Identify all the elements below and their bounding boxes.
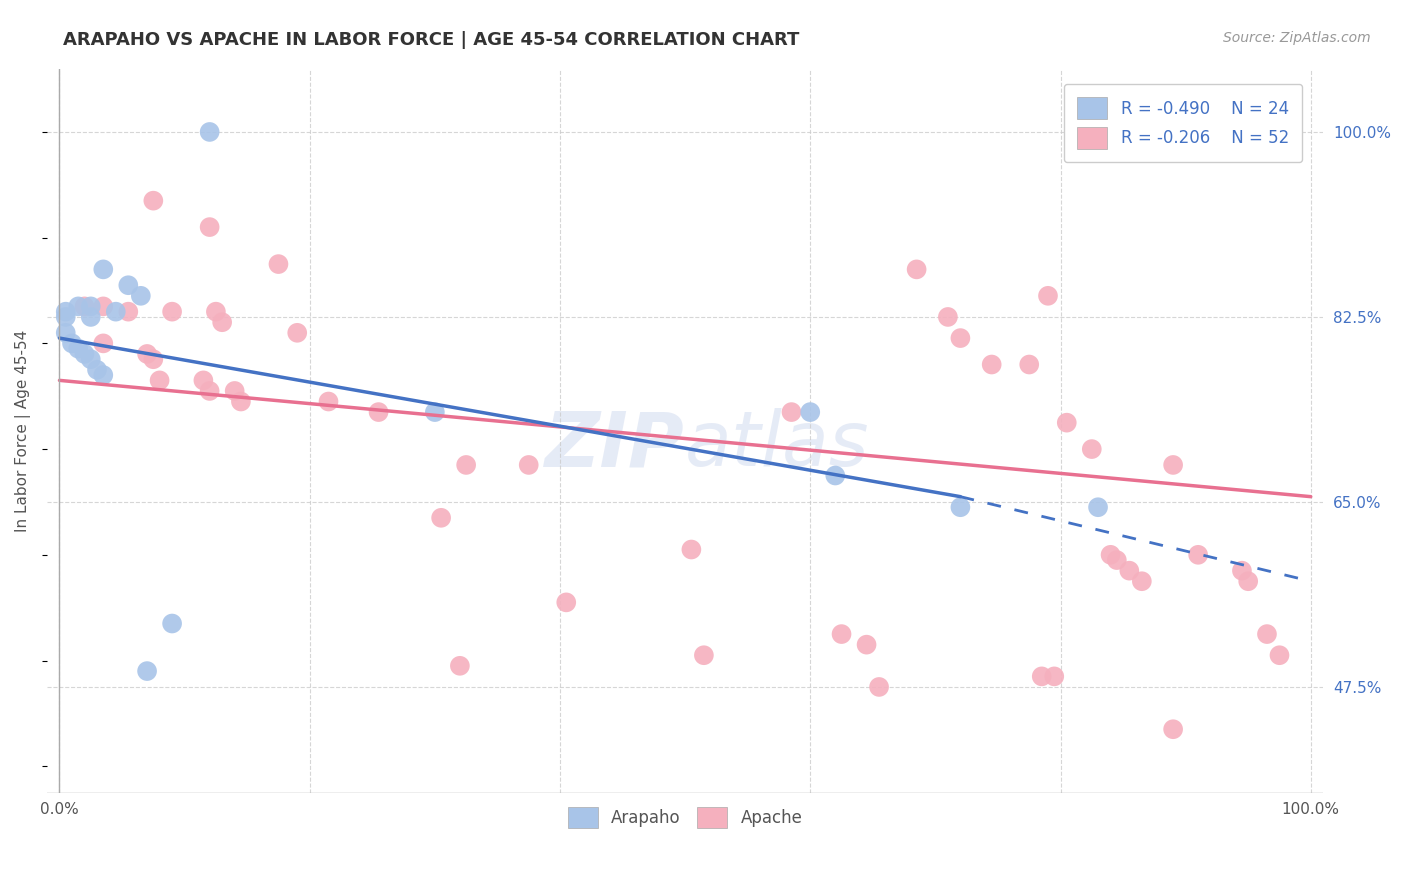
- Point: [517, 458, 540, 472]
- Point: [86, 363, 108, 377]
- Point: [129, 289, 152, 303]
- Point: [799, 405, 821, 419]
- Point: [267, 257, 290, 271]
- Point: [224, 384, 246, 398]
- Point: [1230, 564, 1253, 578]
- Point: [681, 542, 703, 557]
- Point: [1099, 548, 1122, 562]
- Point: [149, 373, 172, 387]
- Point: [91, 299, 114, 313]
- Point: [780, 405, 803, 419]
- Point: [55, 304, 77, 318]
- Text: ARAPAHO VS APACHE IN LABOR FORCE | AGE 45-54 CORRELATION CHART: ARAPAHO VS APACHE IN LABOR FORCE | AGE 4…: [63, 31, 800, 49]
- Point: [198, 125, 221, 139]
- Point: [1237, 574, 1260, 589]
- Point: [1036, 289, 1059, 303]
- Point: [1268, 648, 1291, 663]
- Point: [949, 331, 972, 345]
- Legend: Arapaho, Apache: Arapaho, Apache: [561, 800, 810, 835]
- Point: [55, 310, 77, 324]
- Point: [824, 468, 846, 483]
- Point: [1031, 669, 1053, 683]
- Point: [117, 278, 139, 293]
- Point: [60, 336, 83, 351]
- Y-axis label: In Labor Force | Age 45-54: In Labor Force | Age 45-54: [15, 329, 31, 532]
- Point: [67, 342, 90, 356]
- Point: [91, 262, 114, 277]
- Point: [449, 658, 471, 673]
- Point: [205, 304, 228, 318]
- Point: [67, 299, 90, 313]
- Text: ZIP: ZIP: [546, 408, 685, 482]
- Point: [198, 384, 221, 398]
- Point: [160, 616, 183, 631]
- Point: [555, 595, 578, 609]
- Point: [868, 680, 890, 694]
- Point: [1118, 564, 1140, 578]
- Point: [198, 220, 221, 235]
- Point: [136, 347, 159, 361]
- Point: [1256, 627, 1278, 641]
- Point: [285, 326, 308, 340]
- Point: [55, 326, 77, 340]
- Point: [1161, 723, 1184, 737]
- Point: [367, 405, 389, 419]
- Point: [104, 304, 127, 318]
- Point: [1056, 416, 1078, 430]
- Point: [80, 352, 103, 367]
- Point: [831, 627, 853, 641]
- Point: [430, 510, 453, 524]
- Point: [160, 304, 183, 318]
- Point: [142, 352, 165, 367]
- Point: [1087, 500, 1109, 515]
- Text: Source: ZipAtlas.com: Source: ZipAtlas.com: [1223, 31, 1371, 45]
- Point: [142, 194, 165, 208]
- Point: [855, 638, 877, 652]
- Point: [229, 394, 252, 409]
- Point: [423, 405, 446, 419]
- Text: atlas: atlas: [685, 408, 870, 482]
- Point: [693, 648, 716, 663]
- Point: [117, 304, 139, 318]
- Point: [456, 458, 478, 472]
- Point: [1187, 548, 1209, 562]
- Point: [91, 336, 114, 351]
- Point: [318, 394, 340, 409]
- Point: [1130, 574, 1153, 589]
- Point: [80, 310, 103, 324]
- Point: [1018, 358, 1040, 372]
- Point: [1081, 442, 1104, 456]
- Point: [980, 358, 1002, 372]
- Point: [1161, 458, 1184, 472]
- Point: [949, 500, 972, 515]
- Point: [91, 368, 114, 383]
- Point: [193, 373, 215, 387]
- Point: [73, 299, 96, 313]
- Point: [80, 299, 103, 313]
- Point: [1043, 669, 1066, 683]
- Point: [1105, 553, 1128, 567]
- Point: [73, 347, 96, 361]
- Point: [211, 315, 233, 329]
- Point: [936, 310, 959, 324]
- Point: [905, 262, 928, 277]
- Point: [136, 664, 159, 678]
